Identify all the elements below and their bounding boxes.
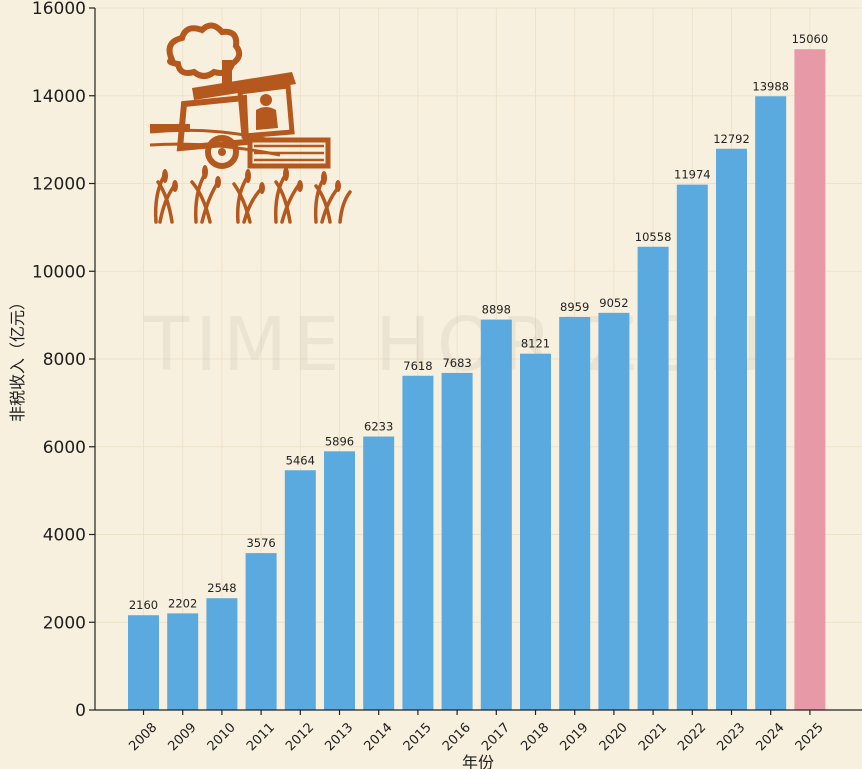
data-label-2020: 9052 bbox=[599, 296, 628, 310]
bar-2021 bbox=[637, 246, 669, 710]
x-tick-label-2021: 2021 bbox=[636, 720, 670, 754]
bar-2024 bbox=[755, 96, 787, 711]
y-tick-label: 0 bbox=[75, 701, 86, 721]
data-labels: 2160 2202 2548 3576 5464 5896 6233 7618 7683 8898… bbox=[129, 32, 828, 612]
y-tick-label: 6000 bbox=[43, 438, 86, 458]
data-label-2018: 8121 bbox=[521, 337, 550, 351]
y-tick-label: 10000 bbox=[32, 262, 86, 282]
data-label-2013: 5896 bbox=[325, 434, 354, 448]
x-axis-ticks: 2008 2009 2010 2011 2012 2013 2014 2015 2016 2017… bbox=[126, 710, 827, 754]
data-label-2023: 12792 bbox=[713, 132, 750, 146]
x-tick-label-2009: 2009 bbox=[166, 720, 200, 754]
bar-2017 bbox=[480, 319, 512, 710]
y-tick-label: 16000 bbox=[32, 0, 86, 19]
data-label-2009: 2202 bbox=[168, 596, 197, 610]
bar-2016 bbox=[441, 372, 473, 710]
y-axis-label: 非税收入（亿元） bbox=[8, 294, 27, 422]
bar-2020 bbox=[598, 312, 630, 710]
data-label-2008: 2160 bbox=[129, 598, 158, 612]
bar-2009 bbox=[167, 613, 199, 710]
data-label-2019: 8959 bbox=[560, 300, 589, 314]
x-tick-label-2011: 2011 bbox=[244, 720, 278, 754]
x-tick-label-2022: 2022 bbox=[675, 720, 709, 754]
y-tick-label: 2000 bbox=[43, 613, 86, 633]
bar-2014 bbox=[363, 436, 395, 710]
x-tick-label-2020: 2020 bbox=[597, 720, 631, 754]
bar-2018 bbox=[520, 353, 551, 710]
bar-2008 bbox=[128, 615, 159, 710]
y-tick-label: 14000 bbox=[32, 87, 86, 107]
bar-2025 bbox=[794, 49, 826, 711]
bar-2019 bbox=[559, 316, 591, 710]
x-tick-label-2010: 2010 bbox=[205, 720, 239, 754]
harvester-illustration bbox=[149, 22, 352, 224]
y-tick-label: 12000 bbox=[32, 175, 86, 195]
x-tick-label-2012: 2012 bbox=[283, 720, 317, 754]
bar-2023 bbox=[716, 148, 747, 711]
x-tick-label-2016: 2016 bbox=[440, 720, 474, 754]
data-label-2016: 7683 bbox=[442, 356, 471, 370]
x-tick-label-2025: 2025 bbox=[793, 720, 827, 754]
data-label-2017: 8898 bbox=[482, 303, 511, 317]
bar-2022 bbox=[676, 184, 708, 710]
data-label-2025: 15060 bbox=[792, 32, 829, 46]
x-axis-label: 年份 bbox=[462, 753, 494, 769]
data-label-2014: 6233 bbox=[364, 420, 393, 434]
data-label-2022: 11974 bbox=[674, 168, 711, 182]
bar-2010 bbox=[206, 598, 238, 710]
bars bbox=[128, 49, 826, 711]
x-tick-label-2013: 2013 bbox=[322, 720, 356, 754]
bar-2011 bbox=[245, 553, 277, 710]
x-tick-label-2019: 2019 bbox=[558, 720, 592, 754]
bar-2013 bbox=[324, 451, 355, 710]
x-tick-label-2014: 2014 bbox=[362, 720, 396, 754]
x-tick-label-2023: 2023 bbox=[714, 720, 748, 754]
x-tick-label-2018: 2018 bbox=[518, 720, 552, 754]
data-label-2021: 10558 bbox=[635, 230, 672, 244]
data-label-2012: 5464 bbox=[286, 453, 315, 467]
y-axis-ticks: 0 2000 4000 6000 8000 10000 12000 14000 16000 bbox=[32, 0, 95, 721]
x-tick-label-2017: 2017 bbox=[479, 720, 513, 754]
y-tick-label: 4000 bbox=[43, 526, 86, 546]
x-tick-label-2008: 2008 bbox=[126, 720, 160, 754]
data-label-2024: 13988 bbox=[752, 79, 789, 93]
data-label-2015: 7618 bbox=[403, 359, 432, 373]
x-tick-label-2015: 2015 bbox=[401, 720, 435, 754]
data-label-2010: 2548 bbox=[207, 581, 236, 595]
x-tick-label-2024: 2024 bbox=[754, 720, 788, 754]
y-tick-label: 8000 bbox=[43, 350, 86, 370]
bar-2012 bbox=[284, 470, 316, 710]
data-label-2011: 3576 bbox=[246, 536, 275, 550]
bar-2015 bbox=[402, 375, 434, 710]
